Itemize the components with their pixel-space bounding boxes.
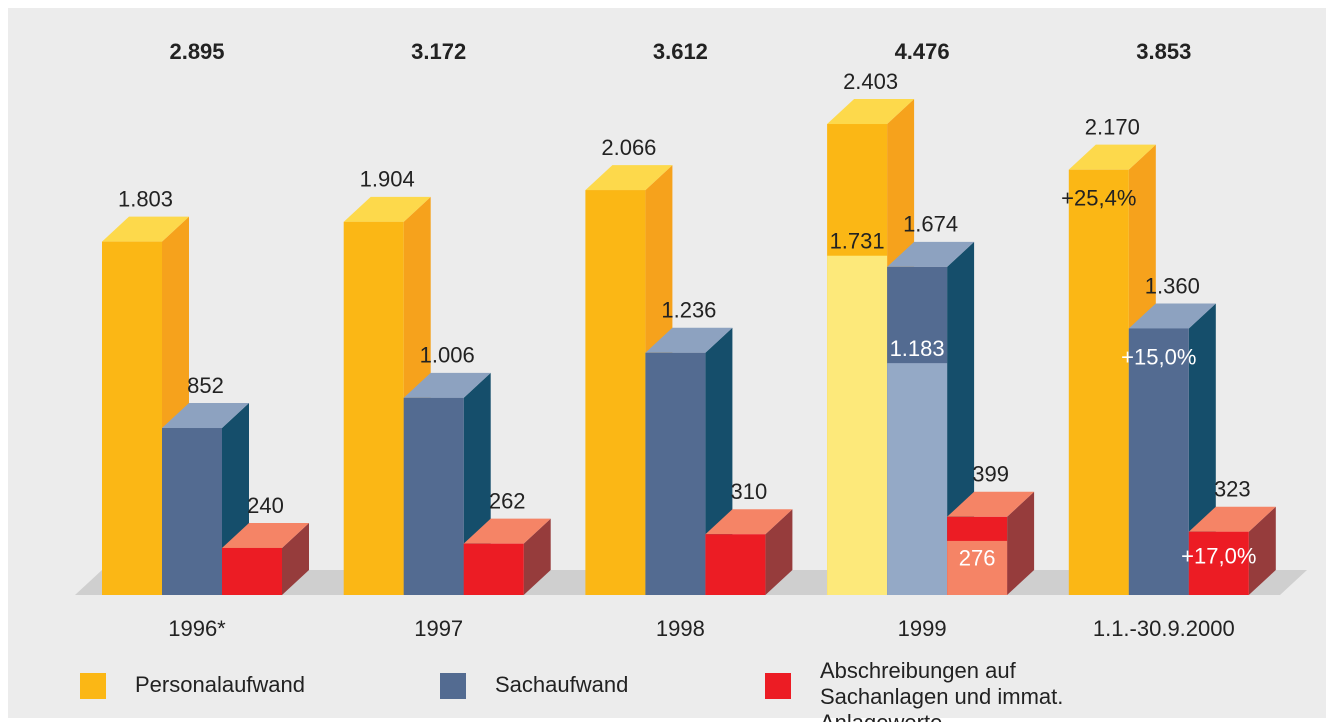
legend-swatch xyxy=(440,673,466,699)
bar-side xyxy=(282,522,309,595)
bar xyxy=(403,397,464,595)
bar-top xyxy=(705,509,793,535)
bar-top xyxy=(162,403,249,429)
value-label: 240 xyxy=(247,493,284,518)
bar xyxy=(343,221,404,596)
bar xyxy=(705,534,766,595)
bar-top xyxy=(645,327,733,353)
value-label: 2.170 xyxy=(1085,114,1140,139)
bar xyxy=(645,352,706,595)
x-tick-label: 1997 xyxy=(414,616,463,641)
bar-side xyxy=(523,518,551,595)
value-label: 2.066 xyxy=(601,135,656,160)
x-tick-label: 1.1.-30.9.2000 xyxy=(1093,616,1235,641)
bar-top xyxy=(947,491,1035,517)
value-label: 1.236 xyxy=(661,298,716,323)
x-tick-label: 1999 xyxy=(898,616,947,641)
x-tick-label: 1996* xyxy=(168,616,226,641)
bar-side xyxy=(1007,491,1035,595)
value-label: 262 xyxy=(489,488,526,513)
bar xyxy=(1068,169,1129,595)
total-label: 3.612 xyxy=(653,39,708,64)
period-label: 276 xyxy=(959,546,996,571)
bar-side xyxy=(1248,506,1276,595)
value-label: 310 xyxy=(731,479,768,504)
bar xyxy=(102,241,162,595)
x-tick-label: 1998 xyxy=(656,616,705,641)
bar xyxy=(162,428,222,595)
period-bar xyxy=(827,255,888,595)
bar-top xyxy=(1188,506,1276,532)
legend-swatch xyxy=(765,673,791,699)
total-label: 2.895 xyxy=(169,39,224,64)
legend-swatch xyxy=(80,673,106,699)
value-label: 1.674 xyxy=(903,212,958,237)
value-label: 1.904 xyxy=(360,167,415,192)
bar xyxy=(1128,328,1189,595)
total-label: 3.853 xyxy=(1136,39,1191,64)
bar-top xyxy=(222,522,309,548)
bar xyxy=(222,547,282,595)
bar-top xyxy=(102,216,189,242)
value-label: 1.006 xyxy=(420,343,475,368)
value-label: 852 xyxy=(187,373,224,398)
period-label: 1.183 xyxy=(890,336,945,361)
period-bar xyxy=(887,363,948,595)
bar xyxy=(463,543,524,595)
bar-top xyxy=(1128,303,1216,329)
legend-label: Abschreibungen auf Sachanlagen und immat… xyxy=(820,658,1064,722)
bar-side xyxy=(765,509,793,595)
bar xyxy=(585,190,646,595)
period-bar xyxy=(947,540,1008,595)
bar-top xyxy=(1068,144,1156,170)
bar-top xyxy=(403,372,491,398)
bar-top xyxy=(463,518,551,544)
value-label: 399 xyxy=(972,462,1009,487)
bar-top xyxy=(343,196,431,222)
total-label: 4.476 xyxy=(895,39,950,64)
bar-top xyxy=(827,99,915,125)
value-label: 1.803 xyxy=(118,186,173,211)
value-label: 323 xyxy=(1214,477,1251,502)
bar-top xyxy=(887,241,975,267)
legend-label: Sachaufwand xyxy=(495,672,629,697)
legend-label: Personalaufwand xyxy=(135,672,306,697)
value-label: 2.403 xyxy=(843,69,898,94)
bar xyxy=(1188,531,1249,595)
bar-top xyxy=(585,165,673,191)
total-label: 3.172 xyxy=(411,39,466,64)
value-label: 1.360 xyxy=(1145,273,1200,298)
period-label: 1.731 xyxy=(830,229,885,254)
change-label: +15,0% xyxy=(1121,344,1196,369)
change-label: +25,4% xyxy=(1061,185,1136,210)
change-label: +17,0% xyxy=(1181,544,1256,569)
